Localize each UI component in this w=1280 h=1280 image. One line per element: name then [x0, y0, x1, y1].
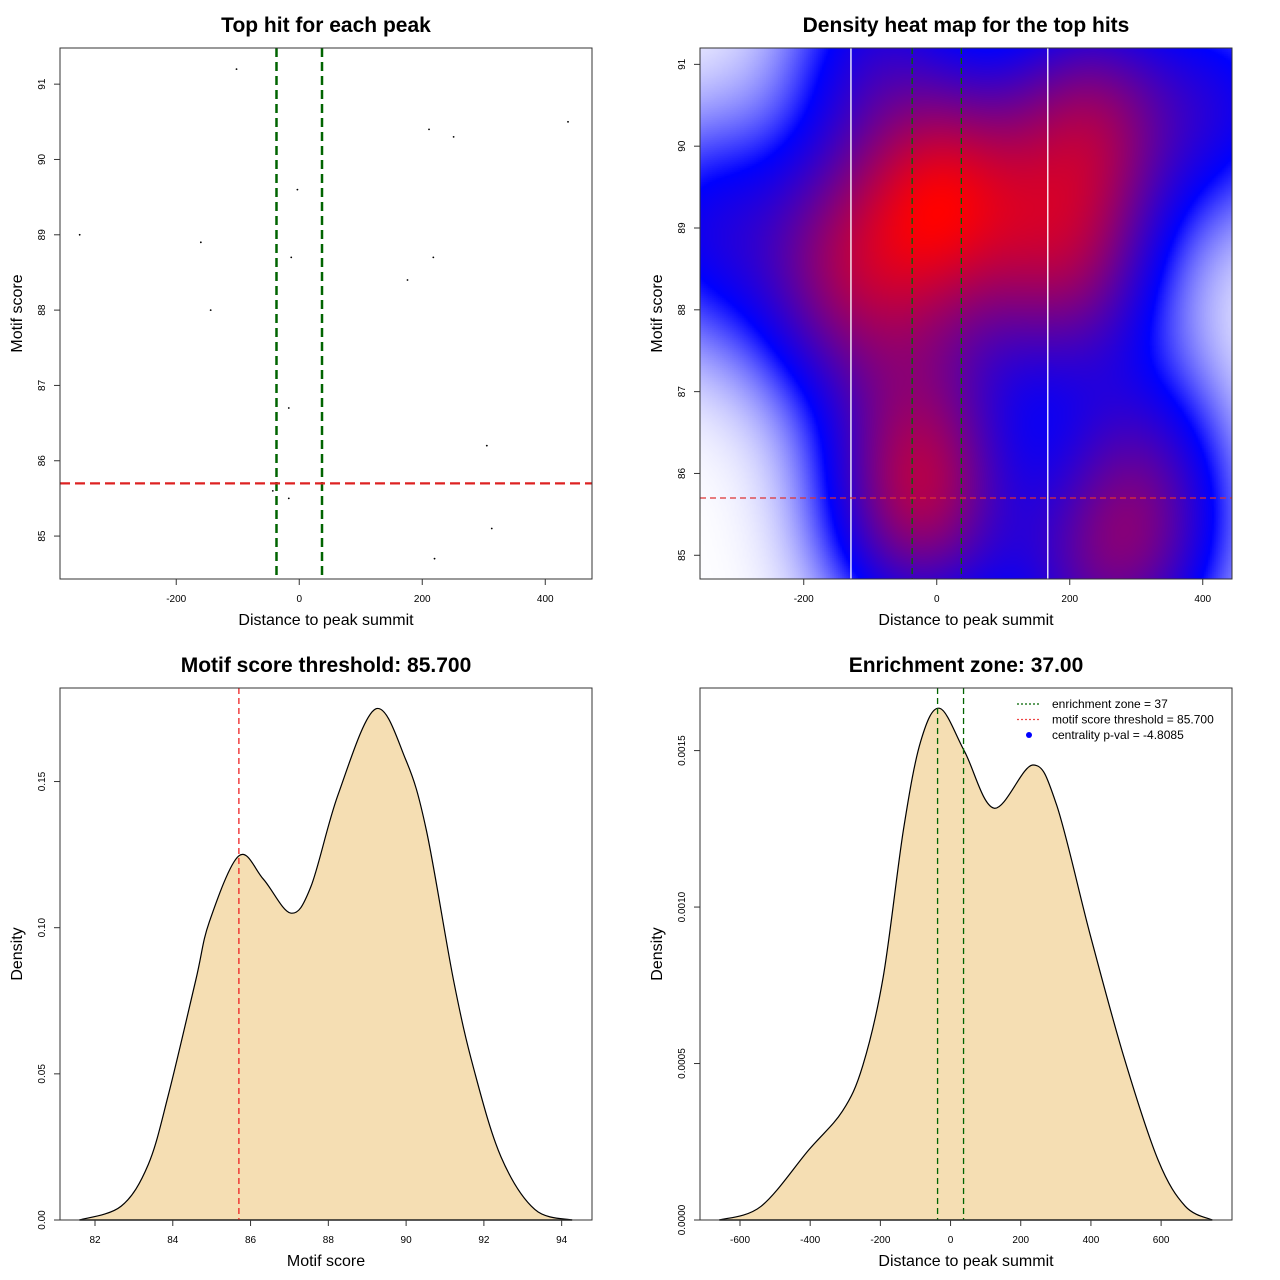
y-tick-label: 88 [677, 304, 688, 316]
y-tick-label: 90 [37, 153, 48, 165]
panel-3: Motif score threshold: 85.700 Motif score… [9, 654, 593, 1270]
density-curve [719, 707, 1213, 1221]
x-tick-label: 600 [1153, 1235, 1170, 1246]
data-point [296, 188, 299, 191]
data-point [452, 135, 455, 138]
plot-frame [699, 687, 1233, 1221]
x-tick-label: 400 [1083, 1235, 1100, 1246]
data-point [567, 120, 569, 123]
data-point [199, 241, 202, 244]
plot-frame [59, 687, 593, 1221]
x-tick-label: 200 [1061, 594, 1078, 605]
y-tick-label: 85 [677, 549, 688, 561]
data-point [490, 527, 493, 530]
panel-1: Top hit for each peak Distance to peak su… [9, 14, 593, 629]
y-axis-label: Density [649, 927, 666, 980]
panel-2: Density heat map for the top hits Distanc… [649, 14, 1233, 629]
chart-title: Motif score threshold: 85.700 [181, 654, 472, 677]
x-tick-label: 0 [948, 1235, 954, 1246]
y-tick-label: 86 [37, 455, 48, 467]
x-tick-label: 400 [537, 594, 554, 605]
data-point [287, 497, 290, 500]
y-tick-label: 0.0000 [677, 1204, 688, 1235]
chart-title: Density heat map for the top hits [803, 14, 1130, 37]
data-point [287, 407, 290, 409]
y-tick-label: 87 [677, 386, 688, 398]
x-tick-label: -400 [800, 1235, 820, 1246]
y-tick-label: 88 [37, 304, 48, 316]
y-tick-label: 0.15 [37, 771, 48, 791]
density-curve [79, 707, 573, 1221]
data-point [428, 128, 430, 131]
legend: enrichment zone = 37 motif score threshol… [1017, 697, 1214, 742]
y-tick-label: 91 [37, 78, 48, 90]
x-tick-label: -200 [794, 594, 814, 605]
data-point [235, 68, 238, 70]
y-tick-label: 0.00 [37, 1210, 48, 1230]
y-tick-label: 0.05 [37, 1064, 48, 1084]
x-tick-label: 200 [414, 594, 431, 605]
data-point [433, 557, 436, 560]
y-tick-label: 89 [677, 222, 688, 234]
x-axis-label: Distance to peak summit [238, 612, 414, 629]
y-tick-label: 0.0010 [677, 891, 688, 922]
data-point [406, 279, 409, 281]
x-tick-label: -600 [730, 1235, 750, 1246]
y-axis-label: Motif score [9, 274, 26, 352]
y-tick-label: 87 [37, 379, 48, 391]
data-point [432, 256, 435, 259]
y-axis-label: Density [9, 927, 26, 980]
legend-label: motif score threshold = 85.700 [1052, 713, 1214, 727]
panel-4: Enrichment zone: 37.00 Distance to peak s… [649, 654, 1233, 1270]
x-tick-label: 0 [934, 594, 940, 605]
data-point [78, 233, 81, 236]
x-tick-label: 200 [1012, 1235, 1029, 1246]
x-tick-label: -200 [870, 1235, 890, 1246]
chart-title: Top hit for each peak [221, 14, 431, 37]
data-point [290, 256, 293, 259]
x-tick-label: 82 [89, 1235, 101, 1246]
y-tick-label: 91 [677, 58, 688, 70]
y-tick-label: 86 [677, 467, 688, 479]
x-tick-label: 94 [556, 1235, 568, 1246]
y-tick-label: 0.0005 [677, 1048, 688, 1079]
y-tick-label: 0.0015 [677, 735, 688, 766]
y-tick-label: 0.10 [37, 918, 48, 938]
x-axis-label: Distance to peak summit [878, 1253, 1054, 1270]
legend-label: centrality p-val = -4.8085 [1052, 728, 1184, 742]
y-tick-label: 85 [37, 530, 48, 542]
x-tick-label: 88 [323, 1235, 335, 1246]
y-tick-label: 89 [37, 229, 48, 241]
x-tick-label: 400 [1194, 594, 1211, 605]
data-point [485, 444, 488, 447]
x-tick-label: 84 [167, 1235, 179, 1246]
x-axis-label: Distance to peak summit [878, 612, 1054, 629]
x-axis-label: Motif score [287, 1253, 365, 1270]
plot-frame [59, 47, 593, 580]
legend-label: enrichment zone = 37 [1052, 697, 1168, 711]
x-tick-label: 90 [401, 1235, 413, 1246]
y-tick-label: 90 [677, 140, 688, 152]
x-tick-label: 0 [296, 594, 302, 605]
plot-frame [699, 47, 1233, 580]
density-area [719, 708, 1213, 1220]
legend-dot-icon [1026, 732, 1032, 738]
x-tick-label: -200 [166, 594, 186, 605]
data-point [209, 309, 212, 312]
density-area [79, 708, 573, 1220]
x-tick-label: 86 [245, 1235, 257, 1246]
density-heatmap [700, 48, 1232, 579]
data-point [271, 489, 274, 492]
y-axis-label: Motif score [649, 274, 666, 352]
x-tick-label: 92 [478, 1235, 490, 1246]
chart-title: Enrichment zone: 37.00 [849, 654, 1084, 677]
